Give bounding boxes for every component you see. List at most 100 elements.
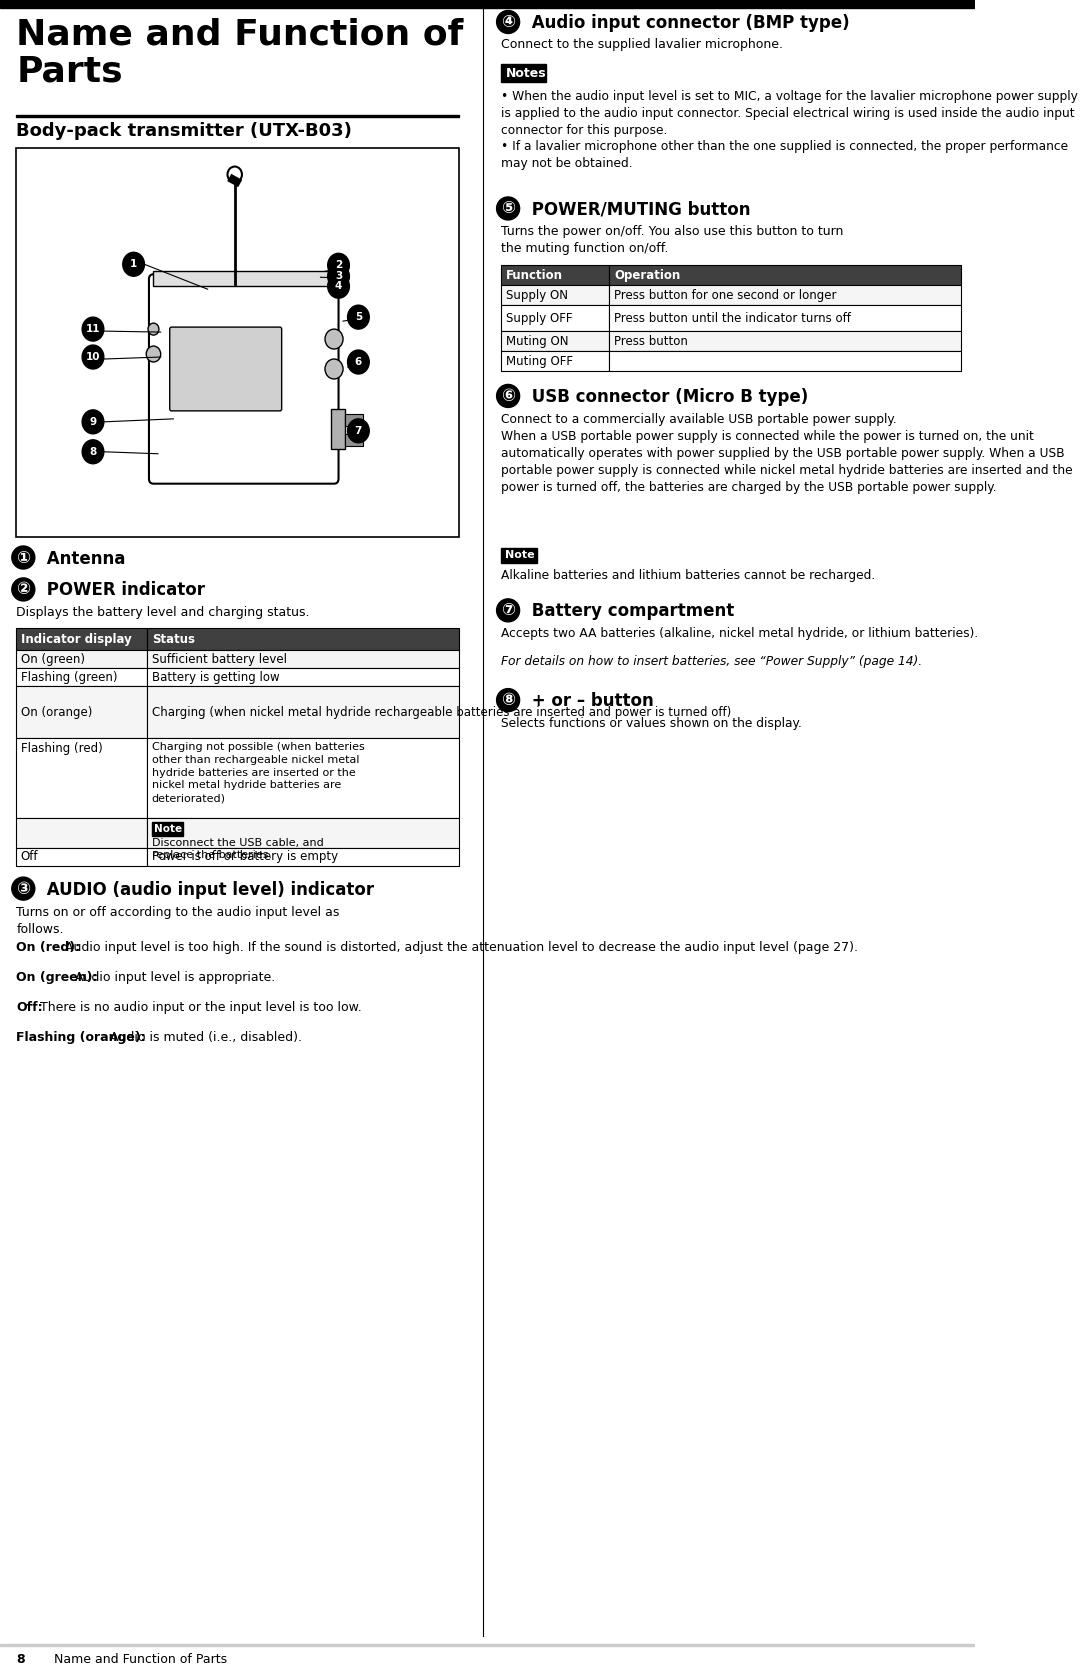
Text: Audio is muted (i.e., disabled).: Audio is muted (i.e., disabled). <box>106 1031 301 1045</box>
Bar <box>345 414 363 426</box>
Text: 3: 3 <box>335 272 342 282</box>
Text: Flashing (green): Flashing (green) <box>21 671 118 684</box>
Bar <box>16 818 147 848</box>
Circle shape <box>82 441 104 464</box>
Text: Charging (when nickel metal hydride rechargeable batteries are inserted and powe: Charging (when nickel metal hydride rech… <box>151 706 731 719</box>
Bar <box>501 547 537 564</box>
Bar <box>147 738 459 818</box>
Text: ②: ② <box>16 581 30 599</box>
Text: 9: 9 <box>90 417 96 427</box>
Circle shape <box>82 411 104 434</box>
Text: 11: 11 <box>85 324 100 334</box>
Text: Sufficient battery level: Sufficient battery level <box>151 653 286 666</box>
Text: 5: 5 <box>354 312 362 322</box>
Bar <box>16 848 147 866</box>
Text: ⑥: ⑥ <box>501 387 515 406</box>
Text: Note: Note <box>504 549 535 559</box>
Text: Note: Note <box>154 824 183 834</box>
Text: Flashing (orange):: Flashing (orange): <box>16 1031 146 1045</box>
Text: + or – button: + or – button <box>526 693 654 709</box>
Circle shape <box>327 274 349 299</box>
Bar <box>147 651 459 668</box>
Text: On (green): On (green) <box>21 653 84 666</box>
Circle shape <box>348 305 369 329</box>
Bar <box>0 1644 975 1646</box>
Text: ①: ① <box>16 549 30 566</box>
Bar <box>501 350 609 371</box>
Circle shape <box>146 345 161 362</box>
Circle shape <box>123 252 145 277</box>
Bar <box>609 330 961 350</box>
Text: • If a lavalier microphone other than the one supplied is connected, the proper : • If a lavalier microphone other than th… <box>501 140 1068 170</box>
Text: Operation: Operation <box>613 269 680 282</box>
Bar <box>609 350 961 371</box>
Text: Name and Function of
Parts: Name and Function of Parts <box>16 18 463 88</box>
Text: ⑦: ⑦ <box>501 601 515 619</box>
Circle shape <box>327 264 349 289</box>
Text: 4: 4 <box>335 280 342 290</box>
Text: Displays the battery level and charging status.: Displays the battery level and charging … <box>16 606 310 619</box>
Text: POWER indicator: POWER indicator <box>41 581 204 599</box>
Text: Accepts two AA batteries (alkaline, nickel metal hydride, or lithium batteries).: Accepts two AA batteries (alkaline, nick… <box>501 628 978 641</box>
Text: 1: 1 <box>130 259 137 269</box>
Text: Charging not possible (when batteries
other than rechargeable nickel metal
hydri: Charging not possible (when batteries ot… <box>151 743 364 803</box>
Text: ⑤: ⑤ <box>501 200 515 217</box>
Text: Alkaline batteries and lithium batteries cannot be recharged.: Alkaline batteries and lithium batteries… <box>501 569 875 582</box>
Text: Supply OFF: Supply OFF <box>505 312 572 325</box>
Text: POWER/MUTING button: POWER/MUTING button <box>526 200 751 219</box>
Circle shape <box>348 350 369 374</box>
Text: Press button until the indicator turns off: Press button until the indicator turns o… <box>613 312 851 325</box>
Text: Power is off or battery is empty: Power is off or battery is empty <box>151 850 338 863</box>
Text: ⑧: ⑧ <box>501 691 515 709</box>
Bar <box>147 668 459 686</box>
Circle shape <box>348 419 369 442</box>
Circle shape <box>148 324 159 335</box>
Text: Press button for one second or longer: Press button for one second or longer <box>613 289 836 302</box>
Circle shape <box>325 329 343 349</box>
Text: Status: Status <box>151 633 194 646</box>
Text: Press button: Press button <box>613 334 688 347</box>
Text: On (red):: On (red): <box>16 941 80 955</box>
Bar <box>345 434 363 446</box>
Text: ④: ④ <box>501 13 515 32</box>
Text: Battery compartment: Battery compartment <box>526 603 734 621</box>
Bar <box>16 651 147 668</box>
Text: Audio input level is too high. If the sound is distorted, adjust the attenuation: Audio input level is too high. If the so… <box>60 941 858 955</box>
Bar <box>16 115 459 117</box>
Text: 7: 7 <box>354 426 362 436</box>
Bar <box>147 628 459 651</box>
Text: Muting OFF: Muting OFF <box>505 354 572 367</box>
Text: Turns the power on/off. You also use this button to turn
the muting function on/: Turns the power on/off. You also use thi… <box>501 225 843 255</box>
Text: There is no audio input or the input level is too low.: There is no audio input or the input lev… <box>36 1001 362 1015</box>
Text: Indicator display: Indicator display <box>21 633 132 646</box>
Text: • When the audio input level is set to MIC, a voltage for the lavalier microphon: • When the audio input level is set to M… <box>501 90 1078 137</box>
Bar <box>501 285 609 305</box>
Circle shape <box>82 345 104 369</box>
Bar <box>16 738 147 818</box>
Text: 2: 2 <box>335 260 342 270</box>
Bar <box>0 0 975 8</box>
Text: Battery is getting low: Battery is getting low <box>151 671 280 684</box>
Text: Antenna: Antenna <box>41 549 125 567</box>
Text: Audio input connector (BMP type): Audio input connector (BMP type) <box>526 13 850 32</box>
Bar <box>609 305 961 330</box>
Text: ③: ③ <box>16 880 30 898</box>
Text: Off: Off <box>21 850 38 863</box>
Text: On (green):: On (green): <box>16 971 98 985</box>
Bar <box>501 265 609 285</box>
Bar <box>147 848 459 866</box>
Text: AUDIO (audio input level) indicator: AUDIO (audio input level) indicator <box>41 881 374 898</box>
Text: 10: 10 <box>85 352 100 362</box>
Text: USB connector (Micro B type): USB connector (Micro B type) <box>526 387 809 406</box>
Bar <box>153 272 334 285</box>
Text: 8: 8 <box>90 447 96 457</box>
Bar <box>501 63 546 82</box>
FancyBboxPatch shape <box>170 327 282 411</box>
Circle shape <box>327 254 349 277</box>
Text: On (orange): On (orange) <box>21 706 92 719</box>
Text: Turns on or off according to the audio input level as
follows.: Turns on or off according to the audio i… <box>16 906 339 936</box>
Bar <box>501 330 609 350</box>
Bar <box>151 821 184 836</box>
Text: Connect to the supplied lavalier microphone.: Connect to the supplied lavalier microph… <box>501 38 783 50</box>
Text: Selects functions or values shown on the display.: Selects functions or values shown on the… <box>501 718 802 729</box>
